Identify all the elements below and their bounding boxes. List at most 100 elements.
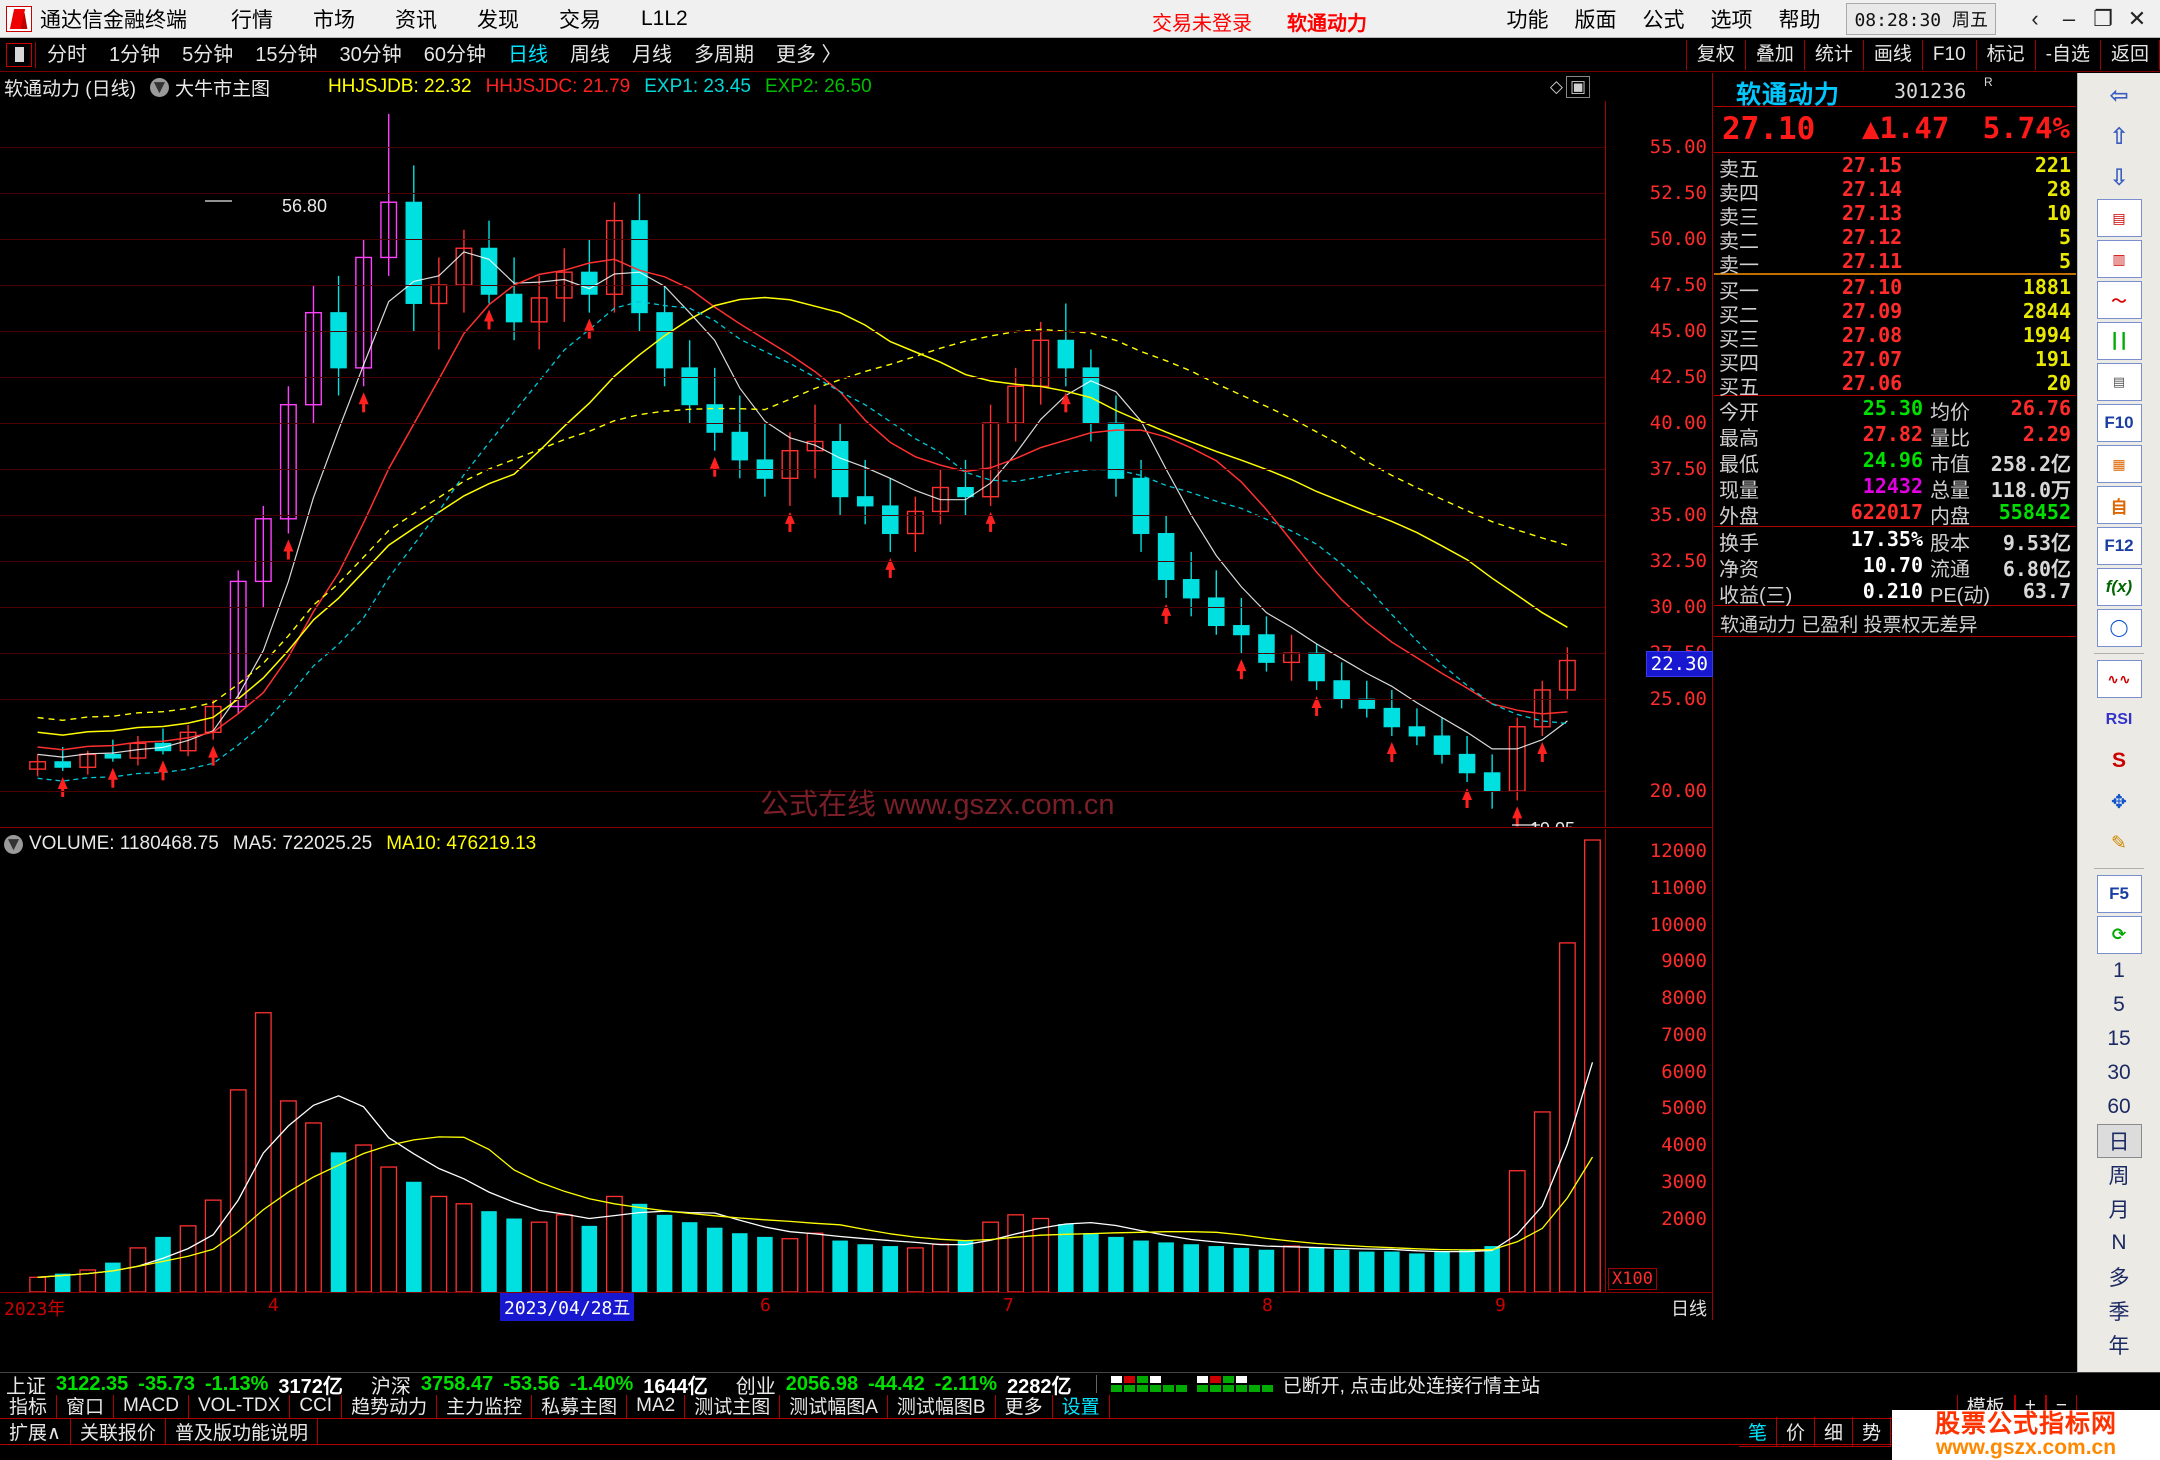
period-60min[interactable]: 60分钟	[423, 43, 486, 66]
rail-period-15[interactable]: 15	[2107, 1027, 2131, 1050]
ask-level-3[interactable]: 卖三 27.13 10	[1719, 201, 2071, 229]
period-more[interactable]: 更多 〉	[776, 43, 842, 66]
bid-level-3[interactable]: 买三 27.08 1994	[1719, 323, 2071, 351]
rail-period-周[interactable]: 周	[2108, 1165, 2130, 1188]
tab-linked-quotes[interactable]: 关联报价	[70, 1419, 166, 1445]
action-f10[interactable]: F10	[1921, 40, 1976, 70]
action-watchlist[interactable]: -自选	[2034, 40, 2100, 70]
circle-icon[interactable]: ◯	[2096, 609, 2142, 647]
action-drawline[interactable]: 画线	[1862, 40, 1922, 70]
menu-item-function[interactable]: 功能	[1506, 9, 1549, 32]
close-button[interactable]: ✕	[2127, 6, 2147, 31]
tab-test-sub-a[interactable]: 测试幅图A	[780, 1393, 888, 1419]
chevron-down-icon[interactable]: ▼	[149, 76, 169, 98]
layout-icon[interactable]	[6, 42, 32, 67]
tab-macd[interactable]: MACD	[114, 1393, 189, 1419]
quote-news-line[interactable]: 软通动力 已盈利 投票权无差异	[1720, 615, 1978, 636]
period-1min[interactable]: 1分钟	[109, 43, 161, 66]
tab-trend[interactable]: 势	[1852, 1417, 1891, 1447]
ask-level-5[interactable]: 卖五 27.15 221	[1719, 153, 2071, 181]
bid-level-5[interactable]: 买五 27.06 20	[1719, 371, 2071, 399]
action-mark[interactable]: 标记	[1975, 40, 2035, 70]
back-button[interactable]: ‹	[2031, 6, 2039, 31]
period-multi[interactable]: 多周期	[694, 43, 754, 66]
ask-level-4[interactable]: 卖四 27.14 28	[1719, 177, 2071, 205]
period-5min[interactable]: 5分钟	[182, 43, 234, 66]
ask-level-2[interactable]: 卖二 27.12 5	[1719, 225, 2071, 253]
period-monthly[interactable]: 月线	[632, 43, 672, 66]
rail-period-年[interactable]: 年	[2108, 1335, 2130, 1358]
tab-vol-tdx[interactable]: VOL-TDX	[188, 1393, 291, 1419]
tab-price[interactable]: 价	[1776, 1417, 1815, 1447]
news-icon[interactable]: ▤	[2096, 363, 2142, 401]
chart-mode-icon[interactable]: ◇	[1549, 77, 1563, 96]
menu-item-news[interactable]: 资讯	[395, 8, 437, 32]
rail-period-1[interactable]: 1	[2113, 959, 2125, 982]
ask-level-1[interactable]: 卖一 27.11 5	[1719, 249, 2071, 277]
candlestick-icon[interactable]: ┃┃	[2096, 322, 2142, 360]
period-fenshi[interactable]: 分时	[47, 43, 87, 66]
trend-line-icon[interactable]: 〜	[2096, 281, 2142, 319]
bid-level-1[interactable]: 买一 27.10 1881	[1719, 275, 2071, 303]
period-weekly[interactable]: 周线	[570, 43, 610, 66]
tab-private-main[interactable]: 私募主图	[532, 1393, 628, 1419]
refresh-icon[interactable]: ⟳	[2096, 916, 2142, 954]
action-return[interactable]: 返回	[2099, 40, 2160, 70]
action-adjust[interactable]: 复权	[1685, 40, 1745, 70]
tab-test-sub-b[interactable]: 测试幅图B	[887, 1393, 996, 1419]
volume-pane[interactable]: 12000 11000 10000 9000 8000 7000 6000 5000 4000 3…	[0, 829, 1713, 1292]
price-pane[interactable]: 公式在线 www.gszx.com.cn 涨 § 减 财 楼 56.80 19.…	[0, 101, 1713, 828]
action-statistics[interactable]: 统计	[1803, 40, 1863, 70]
period-30min[interactable]: 30分钟	[339, 43, 402, 66]
menu-item-quotes[interactable]: 行情	[231, 8, 273, 32]
formula-icon[interactable]: f(x)	[2096, 568, 2142, 606]
maximize-button[interactable]: ❐	[2093, 6, 2113, 31]
period-15min[interactable]: 15分钟	[255, 43, 318, 66]
tab-main-monitor[interactable]: 主力监控	[437, 1393, 533, 1419]
menu-item-market[interactable]: 市场	[313, 8, 355, 32]
rail-period-日[interactable]: 日	[2096, 1124, 2142, 1158]
tab-feature-desc[interactable]: 普及版功能说明	[165, 1419, 318, 1445]
rail-period-60[interactable]: 60	[2107, 1095, 2131, 1118]
menu-item-options[interactable]: 选项	[1710, 9, 1753, 32]
connection-status[interactable]: 已断开, 点击此处连接行情主站	[1282, 1375, 1541, 1397]
menu-item-trade[interactable]: 交易	[559, 8, 601, 32]
rail-period-N[interactable]: N	[2111, 1231, 2127, 1254]
tab-window[interactable]: 窗口	[57, 1393, 115, 1419]
tree-icon[interactable]: ▦	[2096, 445, 2142, 483]
watchlist-icon[interactable]: 自	[2096, 486, 2142, 524]
current-stock-label[interactable]: 软通动力	[1287, 13, 1367, 35]
menu-item-discover[interactable]: 发现	[477, 8, 519, 32]
menu-item-formula[interactable]: 公式	[1642, 9, 1685, 32]
f5-icon[interactable]: F5	[2096, 875, 2142, 913]
rail-period-季[interactable]: 季	[2108, 1301, 2130, 1324]
chart-maximize-icon[interactable]: ▣	[1565, 76, 1590, 98]
move-icon[interactable]: ✥	[2111, 791, 2127, 813]
period-daily[interactable]: 日线	[508, 43, 548, 66]
rail-period-多[interactable]: 多	[2108, 1267, 2130, 1290]
back-arrow-icon[interactable]: ⇦	[2109, 81, 2129, 108]
pencil-icon[interactable]: ✎	[2111, 832, 2127, 854]
trade-login-status[interactable]: 交易未登录	[1152, 13, 1252, 35]
tab-ticks[interactable]: 笔	[1738, 1417, 1777, 1447]
minimize-button[interactable]: –	[2062, 6, 2076, 31]
menu-item-l1l2[interactable]: L1L2	[641, 6, 688, 30]
f12-icon[interactable]: F12	[2096, 527, 2142, 565]
price-plot[interactable]: 公式在线 www.gszx.com.cn 涨 § 减 财 楼 56.80 19.…	[0, 101, 1605, 827]
up-arrow-icon[interactable]: ⇧	[2109, 122, 2129, 149]
menu-item-layout[interactable]: 版面	[1574, 9, 1617, 32]
report-icon[interactable]: ▤	[2096, 199, 2142, 237]
tab-detail[interactable]: 细	[1814, 1417, 1853, 1447]
s-icon[interactable]: S	[2111, 749, 2126, 772]
rail-period-5[interactable]: 5	[2113, 993, 2125, 1016]
bid-level-2[interactable]: 买二 27.09 2844	[1719, 299, 2071, 327]
rail-period-30[interactable]: 30	[2107, 1061, 2131, 1084]
chart-subtitle[interactable]: 大牛市主图	[174, 78, 270, 100]
action-overlay[interactable]: 叠加	[1744, 40, 1804, 70]
bid-level-4[interactable]: 买四 27.07 191	[1719, 347, 2071, 375]
chevron-down-icon-volume[interactable]: ▼	[4, 833, 23, 855]
rail-period-月[interactable]: 月	[2108, 1199, 2130, 1222]
volume-plot[interactable]	[0, 829, 1605, 1292]
rsi-icon[interactable]: RSI	[2105, 711, 2133, 728]
down-arrow-icon[interactable]: ⇩	[2109, 163, 2129, 190]
